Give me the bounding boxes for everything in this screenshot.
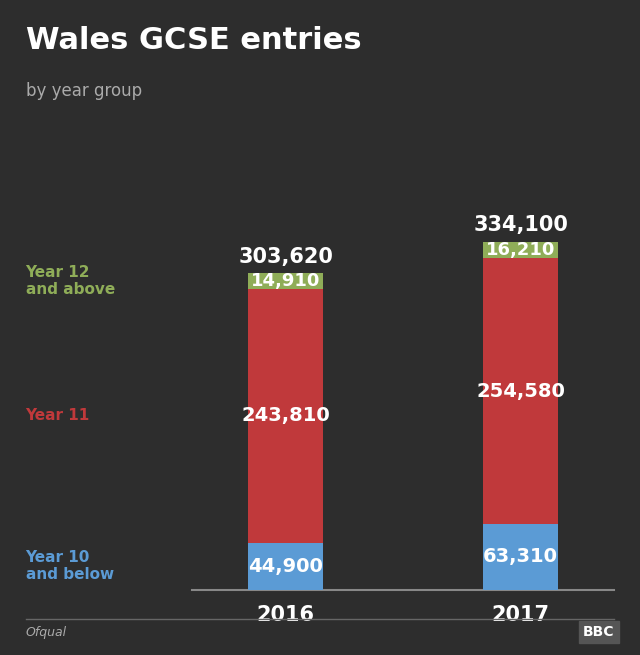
Bar	[248, 273, 323, 289]
Text: Year 10
and below: Year 10 and below	[26, 550, 114, 582]
Text: 14,910: 14,910	[251, 272, 321, 290]
Bar	[483, 242, 558, 259]
Text: 63,310: 63,310	[483, 547, 558, 566]
Text: Wales GCSE entries: Wales GCSE entries	[26, 26, 361, 55]
Text: 334,100: 334,100	[473, 215, 568, 235]
Text: by year group: by year group	[26, 82, 141, 100]
Text: Year 11: Year 11	[26, 408, 90, 423]
Text: BBC: BBC	[583, 625, 614, 639]
Bar	[248, 543, 323, 590]
Text: 16,210: 16,210	[486, 241, 556, 259]
Text: Year 12
and above: Year 12 and above	[26, 265, 115, 297]
Bar	[483, 523, 558, 590]
Text: 303,620: 303,620	[239, 247, 333, 267]
Text: 254,580: 254,580	[476, 381, 565, 400]
Text: 243,810: 243,810	[241, 406, 330, 425]
Bar	[248, 289, 323, 543]
Text: Ofqual: Ofqual	[26, 626, 67, 639]
Text: 44,900: 44,900	[248, 557, 323, 576]
Bar	[483, 259, 558, 523]
